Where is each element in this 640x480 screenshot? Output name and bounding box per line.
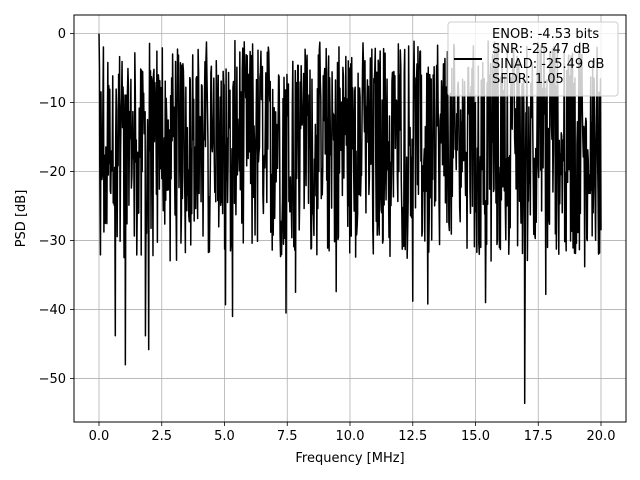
y-tick-label: −10 xyxy=(39,96,66,111)
y-tick-label: −30 xyxy=(39,234,66,249)
x-tick-label: 12.5 xyxy=(398,429,427,444)
x-tick-label: 17.5 xyxy=(524,429,553,444)
y-tick-label: −20 xyxy=(39,165,66,180)
x-tick-label: 10.0 xyxy=(336,429,365,444)
x-tick-label: 15.0 xyxy=(461,429,490,444)
y-axis-label: PSD [dB] xyxy=(14,190,29,248)
y-tick-label: 0 xyxy=(58,27,66,42)
y-tick-label: −50 xyxy=(39,372,66,387)
y-tick-label: −40 xyxy=(39,303,66,318)
x-tick-label: 7.5 xyxy=(277,429,298,444)
x-tick-label: 0.0 xyxy=(89,429,110,444)
x-axis-label: Frequency [MHz] xyxy=(295,451,404,466)
x-tick-label: 5.0 xyxy=(214,429,235,444)
x-tick-label: 2.5 xyxy=(151,429,172,444)
legend-line: SNR: -25.47 dB xyxy=(492,42,590,57)
legend-line: SFDR: 1.05 xyxy=(492,72,564,87)
legend-line: ENOB: -4.53 bits xyxy=(492,27,599,42)
legend-line: SINAD: -25.49 dB xyxy=(492,57,604,72)
x-tick-label: 20.0 xyxy=(587,429,616,444)
